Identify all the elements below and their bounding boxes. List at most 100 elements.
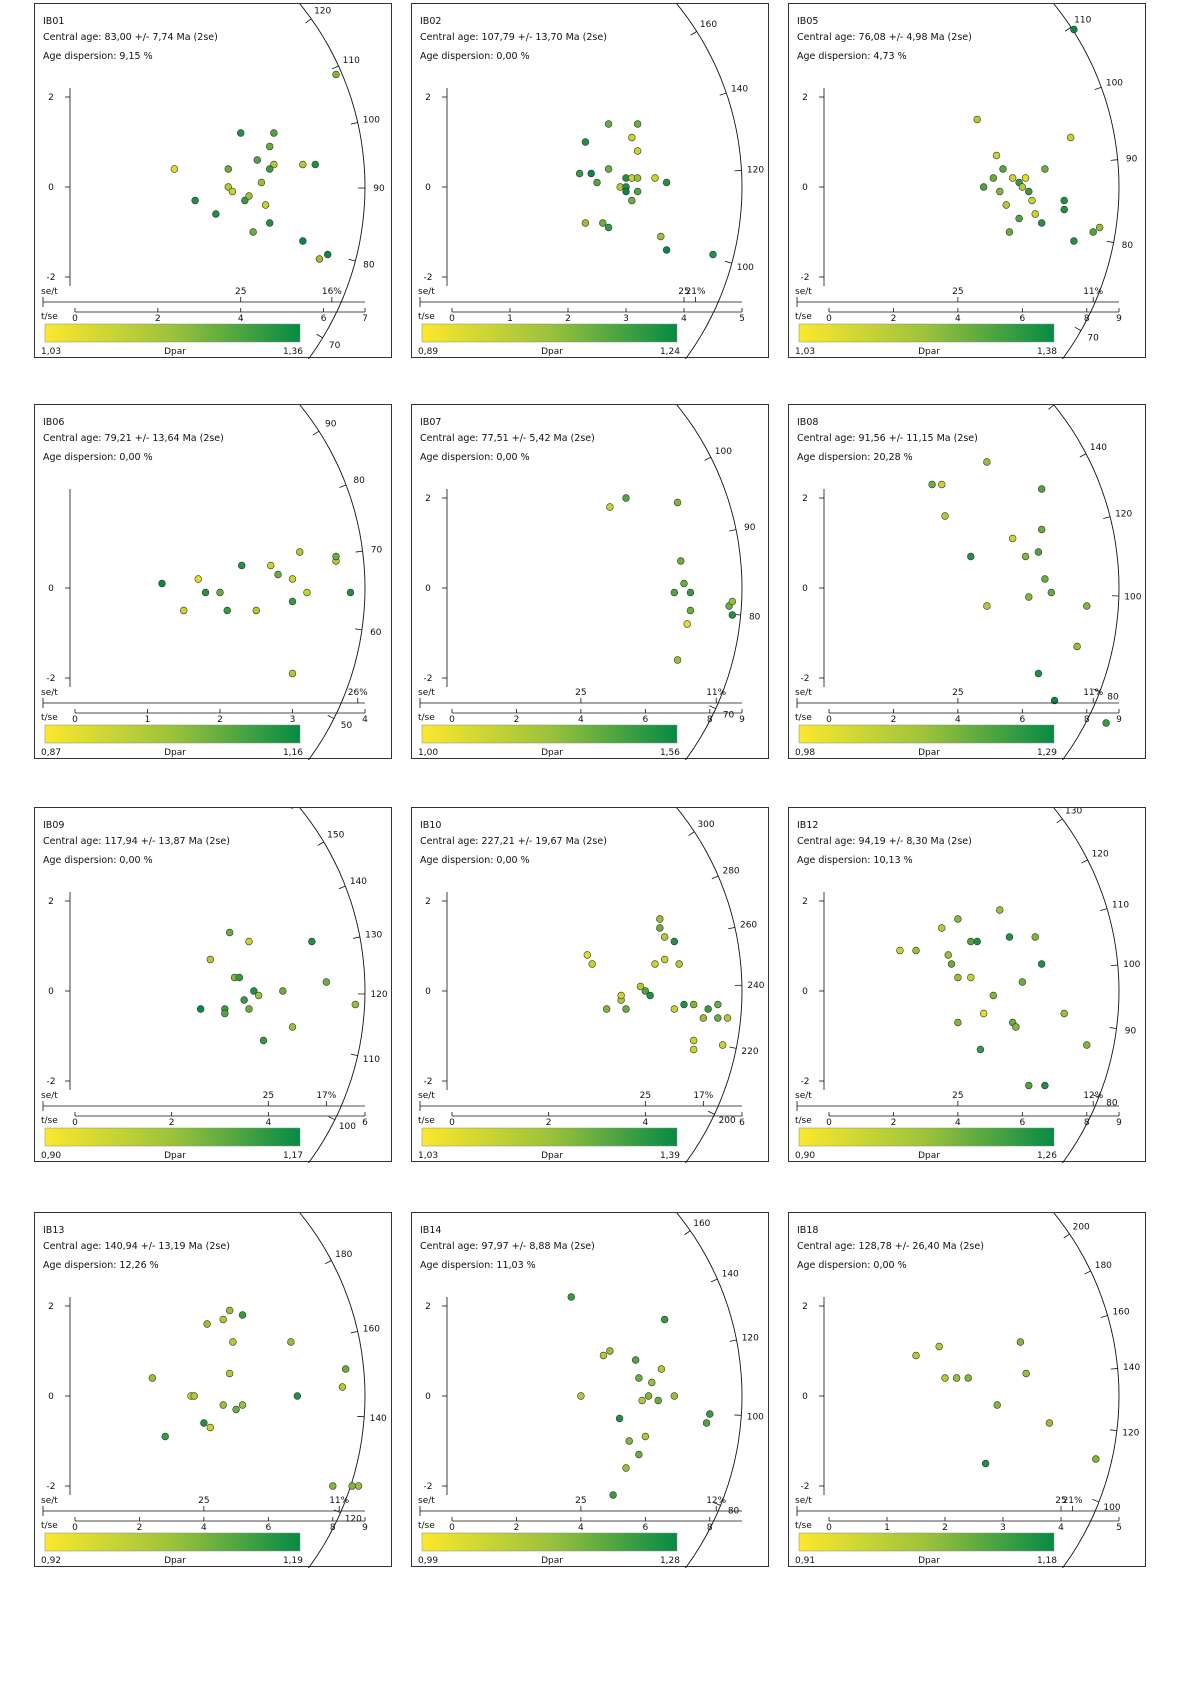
age-dispersion-label: Age dispersion: 0,00 % xyxy=(43,855,153,866)
dpar-max-label: 1,36 xyxy=(283,347,303,357)
radial-plot: IB18 Central age: 128,78 +/- 26,40 Ma (2s… xyxy=(795,1213,1140,1568)
data-point xyxy=(225,1306,234,1315)
data-point xyxy=(266,165,274,173)
data-point xyxy=(989,174,998,182)
sample-label: IB13 xyxy=(43,1225,64,1236)
data-point xyxy=(288,1023,297,1031)
age-tick-label: 140 xyxy=(731,84,748,94)
se-t-tick-label: 25 xyxy=(1055,1496,1066,1506)
data-point xyxy=(983,458,991,466)
se-t-axis-label: se/t xyxy=(41,1091,58,1101)
data-point xyxy=(981,1459,990,1468)
t-se-tick-label: 6 xyxy=(362,1118,368,1128)
age-tick xyxy=(1093,688,1101,692)
t-se-tick-label: 4 xyxy=(578,715,584,725)
t-se-tick-label: 4 xyxy=(1058,1523,1064,1533)
t-se-tick-label: 3 xyxy=(1000,1523,1006,1533)
age-tick-label: 260 xyxy=(740,920,757,930)
data-point xyxy=(967,552,975,561)
data-point xyxy=(194,575,202,583)
age-tick-label: 120 xyxy=(1115,509,1132,519)
t-se-tick-label: 2 xyxy=(891,1118,897,1128)
radial-plot: IB10 Central age: 227,21 +/- 19,67 Ma (2s… xyxy=(418,808,765,1163)
age-tick xyxy=(724,260,732,264)
age-tick-label: 120 xyxy=(345,1514,362,1524)
age-tick-label: 120 xyxy=(1092,850,1109,860)
data-point xyxy=(279,987,287,995)
age-arc xyxy=(299,405,366,760)
age-tick-label: 80 xyxy=(353,476,365,486)
radial-plot: IB07 Central age: 77,51 +/- 5,42 Ma (2se)… xyxy=(418,405,761,760)
t-se-tick-label: 0 xyxy=(449,715,455,725)
t-se-tick-label: 6 xyxy=(642,1523,648,1533)
data-point xyxy=(699,1014,708,1022)
radial-plot-panel: IB09 Central age: 117,94 +/- 13,87 Ma (2s… xyxy=(34,807,392,1163)
z-axis-tick-label: 2 xyxy=(425,1302,431,1312)
data-point xyxy=(588,960,596,968)
dpar-label: Dpar xyxy=(164,748,186,758)
age-dispersion-label: Age dispersion: 11,03 % xyxy=(420,1260,536,1271)
data-point xyxy=(332,70,340,79)
age-tick-label: 100 xyxy=(747,1412,764,1422)
data-point xyxy=(979,1009,988,1018)
data-point xyxy=(1018,183,1027,191)
age-tick-label: 140 xyxy=(1123,1363,1140,1373)
sample-label: IB14 xyxy=(420,1225,441,1236)
data-point xyxy=(245,937,253,946)
age-tick-label: 120 xyxy=(370,990,387,1000)
age-tick-label: 120 xyxy=(747,166,764,176)
data-point xyxy=(170,165,179,173)
dpar-label: Dpar xyxy=(541,347,563,357)
data-point xyxy=(631,1356,640,1364)
data-point xyxy=(225,928,234,937)
data-point xyxy=(1070,237,1078,245)
dpar-max-label: 1,19 xyxy=(283,1556,303,1566)
central-age-label: Central age: 83,00 +/- 7,74 Ma (2se) xyxy=(43,32,218,43)
age-tick xyxy=(355,550,363,553)
t-se-tick-label: 4 xyxy=(578,1523,584,1533)
age-tick xyxy=(1092,1094,1100,1098)
data-point xyxy=(223,606,231,615)
data-point xyxy=(670,1392,679,1400)
data-point xyxy=(287,1338,295,1346)
data-point xyxy=(979,183,988,191)
z-axis-tick-label: -2 xyxy=(424,1077,433,1087)
se-t-tick-label: 25 xyxy=(678,287,689,297)
sample-label: IB10 xyxy=(420,820,441,831)
data-point xyxy=(633,147,642,155)
t-se-tick-label: 4 xyxy=(265,1118,271,1128)
data-point xyxy=(660,1315,669,1324)
dpar-max-label: 1,24 xyxy=(660,347,680,357)
data-point xyxy=(635,1450,643,1459)
age-tick xyxy=(354,628,363,631)
se-t-tick-label: 17% xyxy=(693,1091,713,1101)
data-point xyxy=(656,915,664,923)
data-point xyxy=(954,973,962,982)
z-axis-tick-label: 2 xyxy=(425,93,431,103)
age-tick xyxy=(1079,453,1087,458)
t-se-tick-label: 9 xyxy=(739,715,745,725)
age-tick xyxy=(1109,1429,1117,1432)
central-age-label: Central age: 128,78 +/- 26,40 Ma (2se) xyxy=(797,1241,984,1252)
z-axis-tick-label: -2 xyxy=(424,1482,433,1492)
dpar-color-bar xyxy=(44,724,301,744)
age-tick xyxy=(1064,26,1072,32)
z-axis-tick-label: 0 xyxy=(425,987,431,997)
data-point xyxy=(1041,575,1049,583)
t-se-tick-label: 9 xyxy=(362,1523,368,1533)
z-axis-tick-label: 2 xyxy=(802,1302,808,1312)
radial-plot-panel: IB14 Central age: 97,97 +/- 8,88 Ma (2se)… xyxy=(411,1212,769,1568)
age-arc xyxy=(299,4,366,359)
z-axis-tick-label: -2 xyxy=(801,273,810,283)
data-point xyxy=(1037,525,1046,534)
data-point xyxy=(346,588,355,597)
t-se-tick-label: 4 xyxy=(201,1523,207,1533)
t-se-tick-label: 2 xyxy=(565,314,571,324)
data-point xyxy=(212,210,220,218)
age-tick-label: 80 xyxy=(363,261,375,271)
t-se-tick-label: 4 xyxy=(955,715,961,725)
data-point xyxy=(996,187,1004,196)
data-point xyxy=(622,1464,630,1472)
data-point xyxy=(238,561,246,570)
age-tick xyxy=(328,1116,336,1121)
